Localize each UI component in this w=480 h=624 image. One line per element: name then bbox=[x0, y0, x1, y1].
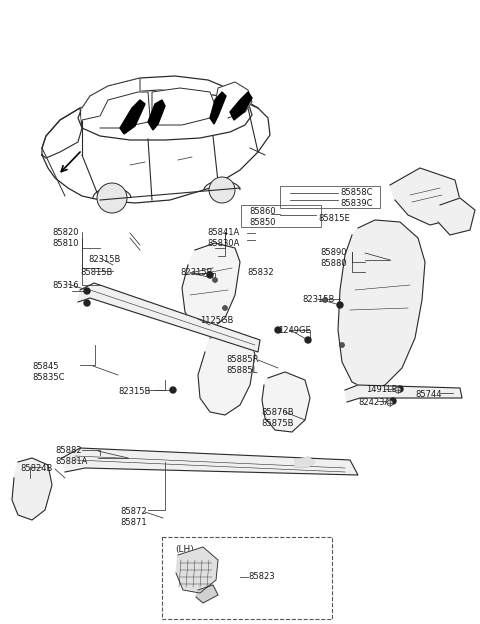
Text: 85832: 85832 bbox=[247, 268, 274, 277]
Text: 85841A
85830A: 85841A 85830A bbox=[207, 228, 240, 248]
Circle shape bbox=[397, 386, 403, 392]
Polygon shape bbox=[62, 448, 358, 475]
Bar bbox=[241, 205, 321, 227]
Polygon shape bbox=[100, 92, 150, 128]
Text: 85872
85871: 85872 85871 bbox=[120, 507, 146, 527]
Circle shape bbox=[305, 337, 311, 343]
Circle shape bbox=[84, 288, 90, 294]
Text: 85885R
85885L: 85885R 85885L bbox=[226, 355, 259, 375]
Polygon shape bbox=[182, 243, 240, 330]
Text: (LH): (LH) bbox=[175, 545, 194, 554]
Polygon shape bbox=[148, 100, 165, 130]
Polygon shape bbox=[120, 100, 145, 134]
Text: 85882
85881A: 85882 85881A bbox=[55, 446, 87, 466]
Circle shape bbox=[97, 183, 127, 213]
Polygon shape bbox=[215, 82, 252, 118]
Text: 85316: 85316 bbox=[52, 281, 79, 290]
Polygon shape bbox=[210, 92, 226, 124]
Text: 85815B: 85815B bbox=[80, 268, 112, 277]
Polygon shape bbox=[152, 88, 215, 125]
Bar bbox=[162, 537, 332, 619]
Text: 85824B: 85824B bbox=[20, 464, 52, 473]
Polygon shape bbox=[176, 547, 218, 593]
Polygon shape bbox=[196, 585, 218, 603]
Circle shape bbox=[390, 398, 396, 404]
Polygon shape bbox=[438, 198, 475, 235]
Polygon shape bbox=[12, 458, 52, 520]
Circle shape bbox=[170, 387, 176, 393]
Text: 85815E: 85815E bbox=[318, 214, 350, 223]
Polygon shape bbox=[345, 385, 462, 402]
Text: 82423A: 82423A bbox=[358, 398, 390, 407]
Text: 82315B: 82315B bbox=[180, 268, 212, 277]
Circle shape bbox=[275, 327, 281, 333]
Polygon shape bbox=[82, 78, 140, 120]
Text: 85845
85835C: 85845 85835C bbox=[32, 362, 64, 382]
Polygon shape bbox=[42, 108, 82, 158]
Text: 82315B: 82315B bbox=[118, 387, 150, 396]
Circle shape bbox=[207, 272, 213, 278]
Circle shape bbox=[84, 300, 90, 306]
Text: 82315B: 82315B bbox=[88, 255, 120, 264]
Polygon shape bbox=[262, 372, 310, 432]
Circle shape bbox=[213, 278, 217, 283]
Text: 85860
85850: 85860 85850 bbox=[249, 207, 276, 227]
Circle shape bbox=[387, 400, 393, 406]
Text: 85890
85880: 85890 85880 bbox=[320, 248, 347, 268]
Text: 85744: 85744 bbox=[415, 390, 442, 399]
Circle shape bbox=[337, 302, 343, 308]
Polygon shape bbox=[338, 220, 425, 390]
Text: 85876B
85875B: 85876B 85875B bbox=[261, 408, 294, 428]
Polygon shape bbox=[295, 457, 315, 467]
Polygon shape bbox=[198, 332, 255, 415]
Circle shape bbox=[209, 177, 235, 203]
Text: 1249GE: 1249GE bbox=[278, 326, 311, 335]
Text: 85858C
85839C: 85858C 85839C bbox=[340, 188, 372, 208]
Bar bbox=[280, 186, 380, 208]
Text: 1125GB: 1125GB bbox=[200, 316, 233, 325]
Text: 1491LB: 1491LB bbox=[366, 385, 397, 394]
Text: 82315B: 82315B bbox=[302, 295, 335, 304]
Polygon shape bbox=[390, 168, 460, 225]
Circle shape bbox=[223, 306, 228, 311]
Polygon shape bbox=[78, 283, 260, 352]
Text: 85820
85810: 85820 85810 bbox=[52, 228, 79, 248]
Circle shape bbox=[339, 343, 345, 348]
Circle shape bbox=[323, 298, 327, 303]
Circle shape bbox=[395, 387, 401, 393]
Polygon shape bbox=[230, 92, 252, 120]
Text: 85823: 85823 bbox=[248, 572, 275, 581]
